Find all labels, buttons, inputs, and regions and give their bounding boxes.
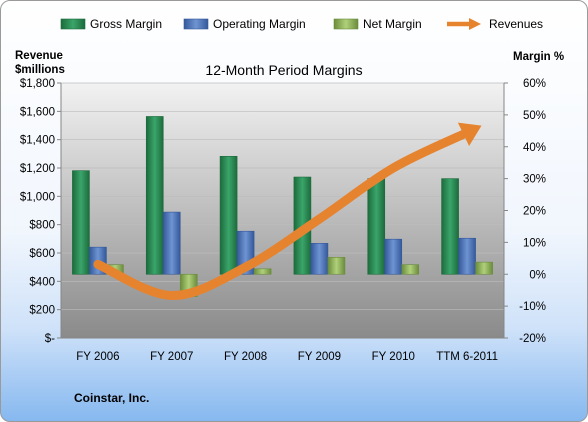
- chart-title: 12-Month Period Margins: [205, 62, 362, 78]
- bars: [72, 116, 493, 297]
- bar-operating-margin-fy-2007: [162, 211, 181, 275]
- plot-area: [61, 83, 504, 338]
- left-tick-label: $-: [45, 333, 55, 345]
- legend-swatch-net-margin: [333, 18, 359, 30]
- right-axis-title: Margin %: [513, 51, 564, 63]
- revenue-series-line: [93, 128, 472, 301]
- bar-net-margin-fy-2010: [401, 264, 420, 275]
- left-axis-title-line2: $millions: [15, 64, 65, 76]
- left-tick-label: $800: [29, 220, 55, 232]
- right-tick-label: 40%: [523, 142, 546, 154]
- legend-label-operating-margin: Operating Margin: [213, 17, 306, 31]
- legend-label-net-margin: Net Margin: [363, 17, 422, 31]
- company-name: Coinstar, Inc.: [74, 391, 149, 405]
- axes: $- $200 $400 $600 $800 $1,000 $1,200 $1,400 $1,6…: [20, 78, 546, 363]
- left-tick-label: $1,800: [20, 78, 55, 90]
- bar-operating-margin-fy-2010: [384, 238, 403, 275]
- left-tick-label: $1,000: [20, 191, 55, 203]
- right-tick-label: 30%: [523, 174, 546, 186]
- left-tick-label: $200: [29, 305, 55, 317]
- right-tick-label: 0%: [529, 269, 546, 281]
- left-tick-label: $600: [29, 248, 55, 260]
- legend-swatch-revenues: [447, 18, 481, 30]
- right-tick-label: -20%: [519, 333, 546, 345]
- bar-net-margin-fy-2009: [327, 257, 346, 275]
- left-tick-label: $1,200: [20, 163, 55, 175]
- right-tick-label: 20%: [523, 206, 546, 218]
- bar-gross-margin-fy-2010: [367, 178, 386, 275]
- legend-swatch-operating-margin: [183, 18, 209, 30]
- left-axis-title-line1: Revenue: [15, 50, 63, 62]
- left-tick-label: $400: [29, 276, 55, 288]
- left-tick-label: $1,400: [20, 135, 55, 147]
- revenue-line: [93, 122, 482, 301]
- legend-label-revenues: Revenues: [489, 17, 543, 31]
- x-tick-label: FY 2007: [150, 351, 193, 363]
- x-tick-label: FY 2009: [298, 351, 341, 363]
- x-tick-label: TTM 6-2011: [436, 351, 498, 363]
- bar-operating-margin-fy-2009: [310, 243, 329, 275]
- right-tick-label: 10%: [523, 237, 546, 249]
- bar-net-margin-ttm-6-2011: [475, 261, 493, 275]
- bar-net-margin-fy-2008: [253, 268, 272, 275]
- bar-gross-margin-ttm-6-2011: [441, 178, 459, 275]
- x-tick-label: FY 2010: [372, 351, 415, 363]
- legend-swatch-gross-margin: [60, 18, 86, 30]
- x-tick-label: FY 2006: [76, 351, 119, 363]
- right-tick-label: 60%: [523, 78, 546, 90]
- revenue-arrowhead: [457, 122, 482, 147]
- legend: Gross Margin Operating Margin Net Margin…: [60, 17, 543, 31]
- bar-gross-margin-fy-2007: [145, 116, 164, 275]
- x-tick-label: FY 2008: [224, 351, 267, 363]
- bar-operating-margin-ttm-6-2011: [458, 237, 476, 275]
- bar-gross-margin-fy-2006: [72, 170, 90, 275]
- right-tick-label: -10%: [519, 301, 546, 313]
- right-tick-label: 50%: [523, 110, 546, 122]
- legend-label-gross-margin: Gross Margin: [90, 17, 162, 31]
- bar-gross-margin-fy-2008: [219, 156, 238, 275]
- left-tick-label: $1,600: [20, 106, 55, 118]
